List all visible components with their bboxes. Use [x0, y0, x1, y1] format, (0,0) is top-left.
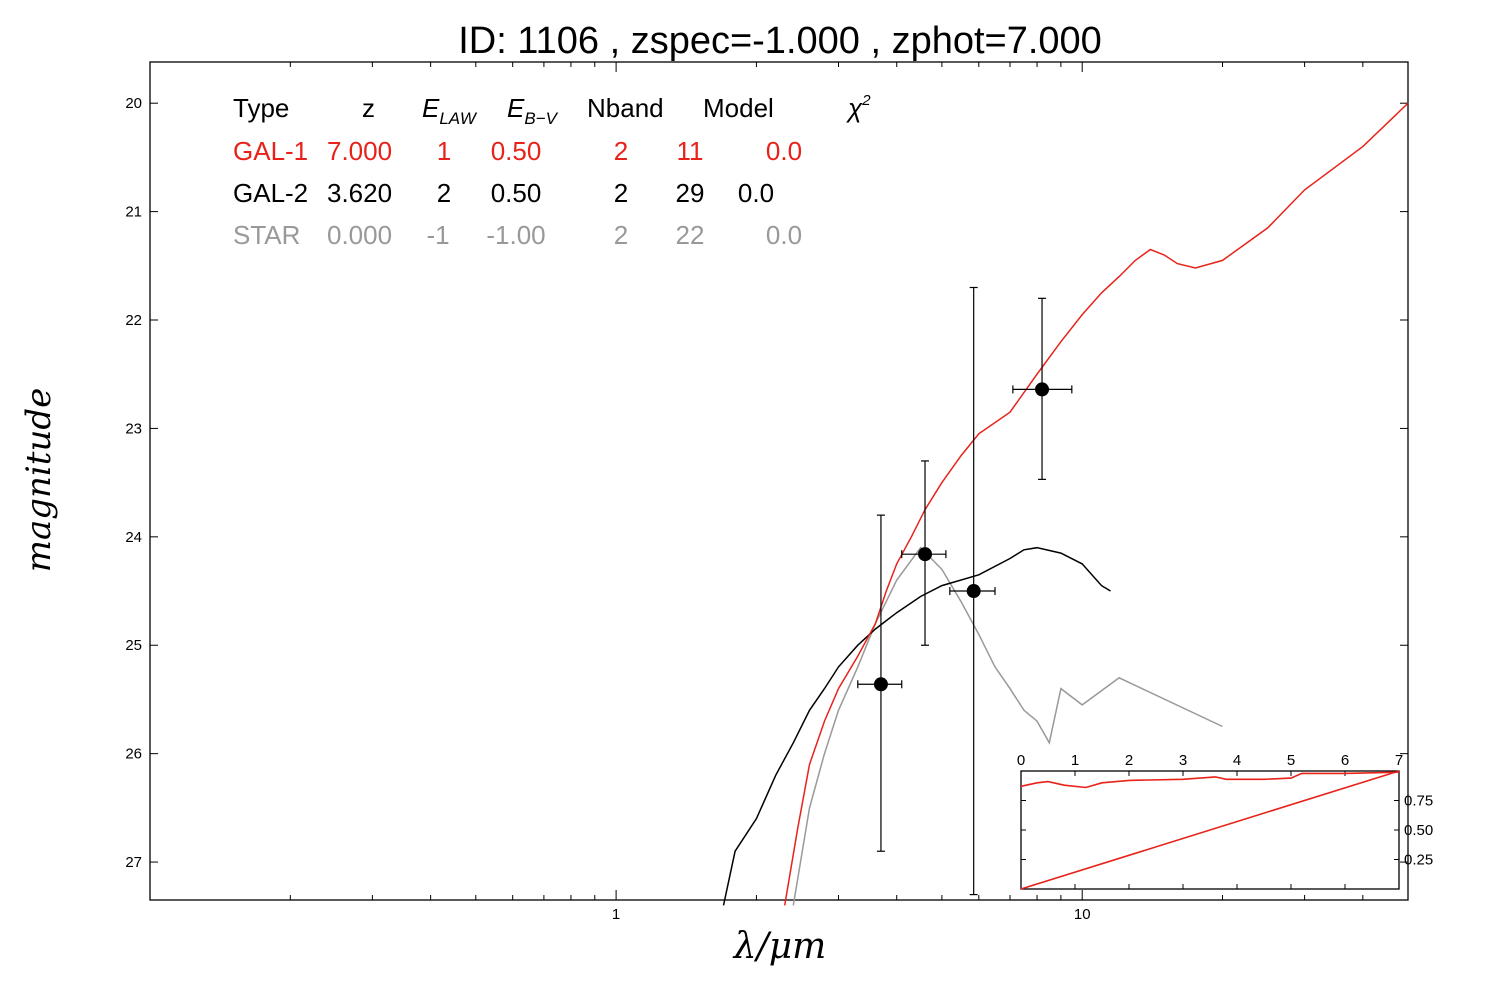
photometry-marker	[873, 677, 888, 692]
table-row: STAR 0.000 -1 -1.00 2 22 0.0	[233, 220, 802, 250]
inset-x-tick-label: 6	[1341, 752, 1349, 769]
inset-y-tick-label: 0.50	[1404, 822, 1433, 839]
table-cell: 3.620	[327, 178, 392, 208]
inset-y-tick-label: 0.25	[1404, 852, 1433, 869]
table-cell: 0.0	[738, 178, 774, 208]
table-cell: -1	[426, 220, 449, 250]
table-rows: GAL-1 7.000 1 0.50 2 11 0.0 GAL-2 3.620 2 0.50 2 29 0…	[233, 136, 802, 250]
table-cell: STAR	[233, 220, 300, 250]
table-cell: 29	[676, 178, 705, 208]
photometry-point	[901, 460, 947, 646]
fit-results-table: Type z ELAW EB−V Nband Model χ2 GAL-1 7.0…	[233, 92, 871, 250]
table-cell: 1	[437, 136, 451, 166]
photometry-points	[857, 286, 1073, 896]
y-tick-label: 24	[125, 529, 142, 546]
table-cell: 0.0	[766, 220, 802, 250]
table-cell: 0.50	[491, 178, 542, 208]
inset-series-line	[1020, 770, 1400, 890]
inset-x-tick-label: 0	[1017, 752, 1025, 769]
table-cell: 0.50	[491, 136, 542, 166]
table-cell: 2	[614, 178, 628, 208]
header-model: Model	[703, 93, 774, 123]
x-tick-label: 1	[612, 906, 620, 923]
inset-x-tick-label: 7	[1395, 752, 1403, 769]
table-cell: 2	[614, 136, 628, 166]
table-cell: -1.00	[486, 220, 545, 250]
header-nband: Nband	[587, 93, 664, 123]
table-cell: 0.000	[327, 220, 392, 250]
inset-axis-ticks: 0 1 2 3 4 5 6 7 0.25 0.50 0.75	[1017, 752, 1433, 889]
table-cell: 22	[676, 220, 705, 250]
table-row: GAL-1 7.000 1 0.50 2 11 0.0	[233, 136, 802, 166]
inset-x-tick-label: 5	[1287, 752, 1295, 769]
table-cell: 2	[614, 220, 628, 250]
inset-x-tick-label: 2	[1125, 752, 1133, 769]
main-series-lines	[722, 102, 1409, 906]
table-cell: 7.000	[327, 136, 392, 166]
photometry-point	[949, 286, 996, 896]
inset-y-tick-label: 0.75	[1404, 793, 1433, 810]
y-axis-label: magnitude	[19, 388, 59, 573]
inset-series-line	[1020, 771, 1400, 789]
x-tick-label: 10	[1074, 906, 1091, 923]
table-cell: 2	[437, 178, 451, 208]
header-chi2: χ2	[846, 92, 871, 123]
inset-x-tick-label: 1	[1071, 752, 1079, 769]
photometry-point	[857, 514, 903, 852]
y-tick-label: 20	[125, 95, 142, 112]
photometry-marker	[1035, 382, 1050, 397]
header-z: z	[362, 93, 375, 123]
table-cell: 11	[677, 136, 704, 166]
y-tick-label: 22	[125, 312, 142, 329]
y-tick-label: 27	[125, 854, 142, 871]
inset-x-tick-label: 4	[1233, 752, 1241, 769]
chart-title: ID: 1106 , zspec=-1.000 , zphot=7.000	[458, 20, 1102, 62]
photometry-point	[1012, 297, 1073, 480]
table-cell: 0.0	[766, 136, 802, 166]
y-tick-label: 23	[125, 420, 142, 437]
series-line-2	[792, 546, 1223, 906]
header-type: Type	[233, 93, 289, 123]
y-tick-label: 25	[125, 637, 142, 654]
inset-x-tick-label: 3	[1179, 752, 1187, 769]
y-tick-label: 26	[125, 746, 142, 763]
series-line-1	[722, 546, 1111, 906]
inset-series-lines	[1020, 770, 1400, 890]
plot-frame	[149, 61, 1409, 901]
inset-plot: 0 1 2 3 4 5 6 7 0.25 0.50 0.75	[1017, 752, 1433, 890]
header-elaw: ELAW	[422, 93, 478, 128]
photometry-marker	[918, 547, 933, 562]
x-axis-label: λ/μm	[732, 926, 826, 967]
header-ebv: EB−V	[507, 93, 559, 128]
table-cell: GAL-1	[233, 136, 308, 166]
series-line-0	[783, 102, 1409, 906]
y-tick-label: 21	[125, 204, 142, 221]
table-cell: GAL-2	[233, 178, 308, 208]
photometry-marker	[966, 584, 981, 599]
table-row: GAL-2 3.620 2 0.50 2 29 0.0	[233, 178, 774, 208]
